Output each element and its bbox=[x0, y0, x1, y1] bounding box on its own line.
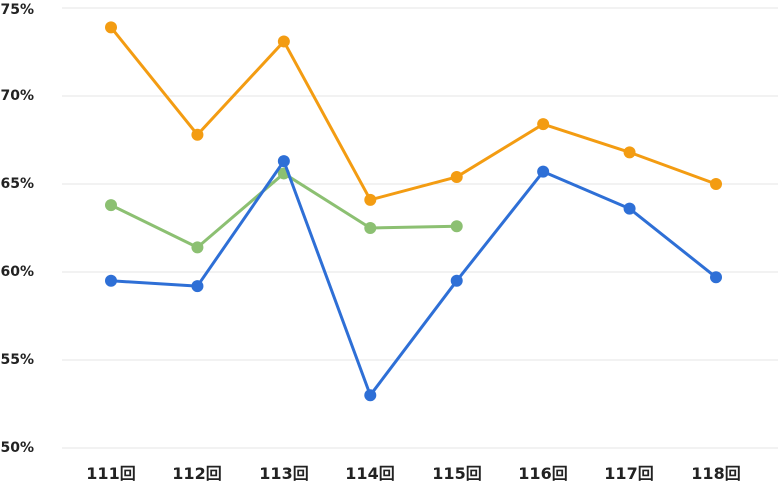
data-point bbox=[364, 193, 377, 206]
x-axis-ticks: 111回 112回 113回 114回 115回 116回 117回 118回 bbox=[86, 464, 740, 483]
x-tick-label: 112回 bbox=[172, 464, 221, 483]
data-point bbox=[623, 202, 636, 215]
data-point bbox=[364, 222, 377, 234]
data-point bbox=[105, 199, 117, 212]
y-tick-label: 65% bbox=[0, 176, 34, 192]
series bbox=[105, 21, 723, 402]
data-point bbox=[710, 178, 723, 190]
series-0 bbox=[105, 21, 723, 206]
data-point bbox=[710, 271, 723, 284]
y-tick-label: 60% bbox=[0, 264, 34, 280]
data-point bbox=[450, 220, 463, 233]
series-line bbox=[109, 26, 717, 202]
y-tick-label: 70% bbox=[0, 88, 34, 104]
data-point bbox=[277, 35, 290, 48]
x-tick-label: 114回 bbox=[345, 464, 394, 483]
data-point bbox=[105, 274, 117, 287]
y-tick-label: 55% bbox=[0, 352, 34, 368]
data-point bbox=[450, 170, 463, 183]
data-point bbox=[537, 118, 550, 131]
data-point bbox=[105, 21, 117, 34]
gridlines bbox=[62, 7, 778, 449]
data-point bbox=[277, 155, 290, 168]
x-tick-label: 111回 bbox=[86, 464, 135, 483]
data-point bbox=[191, 241, 204, 254]
data-point bbox=[623, 146, 636, 159]
series-2 bbox=[105, 155, 723, 402]
data-point bbox=[191, 128, 204, 141]
x-tick-label: 117回 bbox=[604, 464, 653, 483]
y-tick-label: 75% bbox=[0, 2, 34, 18]
y-tick-label: 50% bbox=[0, 440, 34, 456]
data-point bbox=[450, 274, 463, 287]
series-1 bbox=[105, 167, 463, 254]
data-point bbox=[364, 389, 377, 402]
x-tick-label: 113回 bbox=[259, 464, 308, 483]
series-line bbox=[110, 159, 717, 397]
data-point bbox=[191, 280, 204, 293]
y-axis-ticks: 50% 55% 60% 65% 70% 75% bbox=[0, 2, 34, 456]
x-tick-label: 115回 bbox=[432, 464, 481, 483]
x-tick-label: 118回 bbox=[691, 464, 740, 483]
data-point bbox=[537, 165, 550, 178]
x-tick-label: 116回 bbox=[518, 464, 567, 483]
series-line bbox=[110, 171, 457, 249]
